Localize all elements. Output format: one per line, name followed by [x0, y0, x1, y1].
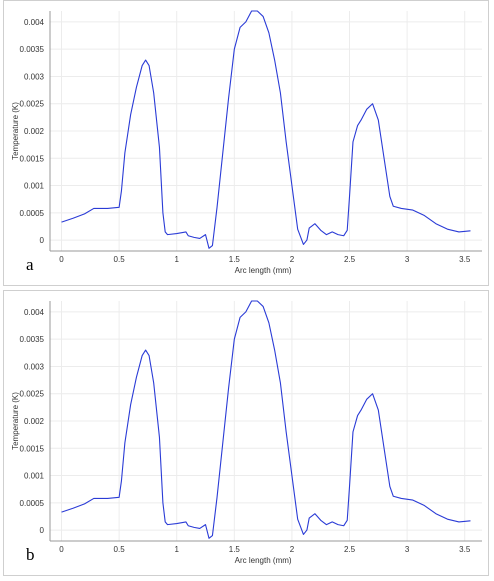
x-tick-label: 2	[290, 255, 295, 264]
x-tick-label: 1	[174, 545, 179, 554]
y-axis-label: Temperature (K)	[11, 392, 20, 450]
y-tick-label: 0.0025	[20, 100, 45, 109]
y-tick-label: 0.002	[24, 127, 45, 136]
y-tick-label: 0.0035	[20, 335, 45, 344]
line-chart-b: 0 0.5 1 1.5 2 2.5 3 3.5 0 0.0005 0.001 0.0015 0.002 0…	[11, 300, 482, 565]
x-tick-label: 3.5	[459, 255, 471, 264]
y-axis-label: Temperature (K)	[11, 102, 20, 160]
x-tick-label: 1.5	[229, 545, 241, 554]
y-tick-label: 0.004	[24, 18, 45, 27]
x-tick-label: 1.5	[229, 255, 241, 264]
x-tick-label: 3	[405, 545, 410, 554]
y-tick-label: 0.0015	[20, 154, 45, 163]
y-tick-label: 0	[40, 526, 45, 535]
y-tick-label: 0.0015	[20, 444, 45, 453]
panel-letter-a: a	[26, 255, 34, 274]
x-tick-label: 3	[405, 255, 410, 264]
y-tick-label: 0.001	[24, 472, 45, 481]
x-tick-label: 2.5	[344, 545, 356, 554]
x-tick-label: 0	[59, 545, 64, 554]
x-tick-label: 2	[290, 545, 295, 554]
y-tick-label: 0.002	[24, 417, 45, 426]
y-tick-label: 0.001	[24, 182, 45, 191]
x-tick-label: 0	[59, 255, 64, 264]
x-tick-label: 2.5	[344, 255, 356, 264]
y-tick-label: 0.0025	[20, 390, 45, 399]
y-tick-label: 0.0035	[20, 45, 45, 54]
y-tick-label: 0.003	[24, 362, 45, 371]
series-line	[61, 10, 471, 249]
y-tick-label: 0.0005	[20, 209, 45, 218]
x-tick-label: 1	[174, 255, 179, 264]
chart-panel-b: 0 0.5 1 1.5 2 2.5 3 3.5 0 0.0005 0.001 0.0015 0.002 0…	[3, 290, 489, 576]
panel-letter-b: b	[26, 545, 35, 564]
chart-panel-a: 0 0.5 1 1.5 2 2.5 3 3.5 0 0.0005 0.001 0.0015 0.002 0…	[3, 0, 489, 286]
line-chart-a: 0 0.5 1 1.5 2 2.5 3 3.5 0 0.0005 0.001 0.0015 0.002 0…	[11, 10, 482, 275]
y-tick-label: 0.003	[24, 72, 45, 81]
x-axis-label: Arc length (mm)	[235, 556, 292, 565]
x-tick-label: 3.5	[459, 545, 471, 554]
y-tick-label: 0.004	[24, 308, 45, 317]
x-tick-label: 0.5	[114, 545, 126, 554]
x-axis-label: Arc length (mm)	[235, 266, 292, 275]
x-tick-label: 0.5	[114, 255, 126, 264]
y-tick-label: 0	[40, 236, 45, 245]
y-tick-label: 0.0005	[20, 499, 45, 508]
series-line	[61, 300, 471, 539]
